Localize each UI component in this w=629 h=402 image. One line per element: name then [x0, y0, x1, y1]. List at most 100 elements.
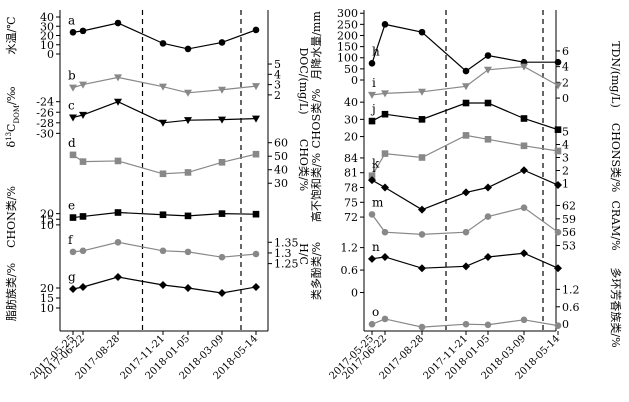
data-point-i-0 — [368, 91, 376, 99]
data-point-b-3 — [159, 83, 167, 91]
y-tick-label-e-1: 15 — [40, 213, 54, 226]
series-line-j — [371, 102, 559, 131]
panel-label-i: i — [372, 76, 376, 90]
data-point-n-3 — [462, 262, 470, 271]
y-tick-label-b-0: 2 — [274, 89, 281, 102]
data-point-d-2 — [114, 157, 122, 165]
panel-label-h: h — [372, 44, 380, 58]
y-tick-label-e-2: 20 — [40, 208, 54, 221]
data-point-o-0 — [368, 320, 376, 328]
data-point-j-3 — [462, 99, 470, 107]
y-tick-label-b-1: 3 — [274, 79, 281, 92]
data-point-i-1 — [381, 90, 389, 98]
data-point-n-0 — [368, 254, 376, 263]
y-tick-label-a-2: 20 — [40, 30, 54, 43]
data-point-l-2 — [418, 205, 426, 214]
y-tick-label-k-1: 2 — [562, 165, 569, 178]
y-tick-label-k-3: 4 — [562, 139, 569, 152]
data-point-k-0 — [368, 172, 376, 179]
data-point-b-6 — [252, 83, 260, 91]
data-point-c-0 — [69, 114, 77, 122]
data-point-j-5 — [520, 115, 528, 122]
panel-label-b: b — [68, 69, 76, 83]
data-point-o-1 — [381, 315, 389, 323]
data-point-l-3 — [462, 188, 470, 197]
y-axis-label-d: CHO类/% — [297, 139, 311, 191]
data-point-o-2 — [418, 323, 426, 331]
data-point-e-3 — [159, 211, 167, 219]
y-tick-label-a-3: 30 — [40, 20, 54, 33]
y-axis-label-h: 月降水量/mm — [309, 11, 323, 80]
data-point-j-6 — [554, 126, 562, 133]
y-tick-label-c-2: -26 — [36, 106, 54, 119]
data-point-g-5 — [218, 289, 226, 297]
data-point-f-2 — [114, 238, 122, 246]
y-tick-label-k-2: 3 — [562, 152, 569, 165]
y-axis-label-a: 水温/℃ — [5, 16, 18, 54]
data-point-m-1 — [381, 228, 389, 236]
y-tick-label-l-0: 72 — [344, 211, 358, 224]
data-point-l-0 — [368, 176, 376, 185]
data-point-k-1 — [381, 150, 389, 157]
data-point-c-2 — [114, 98, 122, 106]
data-point-k-6 — [554, 147, 562, 155]
data-point-d-6 — [252, 150, 260, 158]
data-point-e-6 — [252, 210, 260, 218]
data-point-k-5 — [520, 142, 528, 150]
data-point-e-0 — [69, 214, 77, 221]
data-point-a-6 — [252, 26, 260, 34]
series-line-k — [371, 134, 559, 177]
y-axis-label-m: CRAM/% — [609, 200, 622, 250]
y-tick-label-g-0: 10 — [40, 302, 54, 315]
data-point-l-5 — [520, 166, 528, 175]
data-point-m-2 — [418, 231, 426, 238]
data-point-j-1 — [381, 110, 389, 118]
data-point-c-6 — [252, 115, 260, 123]
data-point-e-4 — [184, 212, 192, 220]
data-point-g-6 — [252, 283, 260, 291]
y-axis-label-n: 类多酚类/% — [309, 242, 323, 300]
y-axis-label-i: TDN/(mg/L) — [609, 41, 622, 108]
data-point-c-1 — [79, 111, 87, 119]
y-tick-label-k-0: 1 — [562, 178, 569, 191]
panel-label-e: e — [68, 199, 75, 213]
y-tick-label-h-0: 0 — [351, 74, 358, 87]
y-tick-label-l-4: 84 — [344, 152, 358, 165]
data-point-d-0 — [69, 151, 77, 159]
y-tick-label-l-1: 75 — [344, 196, 358, 209]
data-point-d-4 — [184, 169, 192, 176]
y-tick-label-d-3: 60 — [274, 137, 288, 150]
data-point-b-1 — [79, 81, 87, 89]
y-tick-label-f-0: 1.25 — [274, 258, 299, 271]
panel-label-o: o — [372, 305, 379, 319]
y-axis-label-g: 脂肪族类/% — [4, 263, 18, 321]
data-point-n-6 — [554, 264, 562, 273]
y-tick-label-j-1: 30 — [344, 113, 358, 126]
y-tick-label-h-6: 300 — [337, 7, 358, 20]
data-point-a-1 — [79, 27, 87, 35]
data-point-g-2 — [114, 273, 122, 281]
data-point-g-4 — [184, 284, 192, 292]
data-point-j-0 — [368, 117, 376, 125]
data-point-m-6 — [554, 228, 562, 236]
data-point-g-0 — [69, 285, 77, 293]
data-point-k-2 — [418, 154, 426, 161]
y-tick-label-j-0: 20 — [344, 131, 358, 144]
data-point-f-0 — [69, 248, 77, 256]
y-axis-label-l: 高不饱和类/% — [309, 153, 323, 222]
data-point-a-3 — [159, 40, 167, 47]
y-tick-label-j-2: 40 — [344, 96, 358, 109]
y-tick-label-o-0: 0 — [562, 318, 569, 331]
y-tick-label-f-2: 1.35 — [274, 236, 299, 249]
y-tick-label-h-5: 250 — [337, 18, 358, 31]
data-point-i-5 — [520, 63, 528, 71]
y-tick-label-l-2: 78 — [344, 182, 358, 195]
data-point-h-4 — [484, 52, 492, 59]
data-point-e-5 — [218, 210, 226, 217]
y-tick-label-m-3: 62 — [562, 199, 576, 212]
data-point-m-4 — [484, 213, 492, 220]
y-axis-label-f: H/C — [297, 243, 310, 265]
y-tick-label-d-2: 50 — [274, 150, 288, 163]
data-point-l-4 — [484, 183, 492, 192]
